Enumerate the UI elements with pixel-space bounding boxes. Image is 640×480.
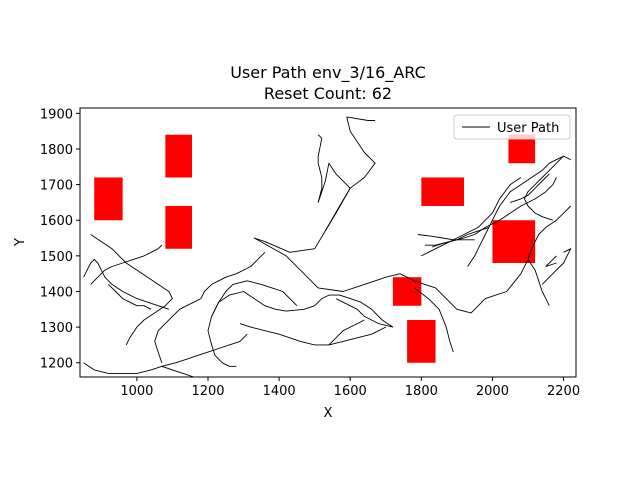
y-axis-label: Y (13, 238, 28, 247)
x-tick-label-1600: 1600 (334, 384, 367, 399)
user-path-segment-21 (161, 333, 248, 367)
user-path-segment-18 (239, 323, 387, 346)
x-tick-label-1200: 1200 (191, 384, 224, 399)
x-tick-label-1800: 1800 (405, 384, 438, 399)
user-path-segment-25 (90, 234, 173, 346)
obstacle-rect-3 (421, 177, 464, 206)
obstacle-rect-7 (407, 319, 436, 363)
user-path-segment-13 (431, 226, 490, 248)
user-path-segment-15 (207, 291, 394, 367)
user-path-segment-14 (413, 287, 454, 353)
user-path-segment-26 (90, 244, 163, 285)
user-path-segment-11 (421, 177, 522, 257)
user-path-segment-12 (417, 234, 475, 241)
user-path-segment-5 (467, 155, 571, 267)
user-path-segment-6 (523, 155, 564, 221)
user-path-segment-0 (253, 116, 401, 292)
user-path-segment-17 (211, 280, 298, 317)
x-axis-label: X (324, 406, 333, 421)
y-tick-label-1700: 1700 (40, 179, 73, 194)
chart-subtitle: Reset Count: 62 (264, 84, 392, 103)
obstacle-rect-2 (165, 205, 192, 249)
user-path-segment-27 (108, 284, 152, 310)
y-tick-label-1500: 1500 (40, 250, 73, 265)
y-axis-ticks: 1200 1300 1400 1500 1600 1700 1800 1900 (40, 107, 80, 372)
user-path-segment-1 (346, 116, 376, 121)
y-tick-label-1200: 1200 (40, 357, 73, 372)
user-path-segment-23 (83, 362, 162, 374)
legend: User Path (453, 114, 571, 140)
obstacles-layer (94, 134, 536, 363)
y-tick-label-1800: 1800 (40, 143, 73, 158)
user-path-segment-9 (541, 248, 572, 285)
x-tick-label-2000: 2000 (476, 384, 509, 399)
x-tick-label-2200: 2200 (547, 384, 580, 399)
obstacle-rect-1 (165, 134, 192, 178)
obstacle-rect-5 (492, 220, 536, 263)
user-path-segment-2 (317, 134, 351, 232)
user-path-segment-16 (335, 298, 394, 328)
x-tick-label-1000: 1000 (120, 384, 153, 399)
user-path-segment-19 (328, 319, 365, 346)
user-path-segment-7 (510, 173, 550, 203)
plot-frame (79, 107, 577, 378)
legend-label: User Path (497, 121, 559, 136)
obstacle-rect-0 (94, 177, 123, 221)
user-path-segment-24 (83, 258, 170, 310)
x-tick-label-1400: 1400 (263, 384, 296, 399)
user-path-segment-22 (154, 251, 266, 363)
chart-title: User Path env_3/16_ARC (230, 63, 426, 83)
user-path-segment-20 (161, 365, 194, 377)
user-path-layer (83, 116, 572, 377)
y-tick-label-1600: 1600 (40, 214, 73, 229)
y-tick-label-1300: 1300 (40, 321, 73, 336)
user-path-segment-8 (527, 259, 550, 306)
user-path-segment-3 (399, 205, 572, 314)
legend-box (453, 114, 571, 140)
y-tick-label-1900: 1900 (40, 107, 73, 122)
x-axis-ticks: 1000 1200 1400 1600 1800 2000 2200 (120, 377, 580, 399)
user-path-segment-10 (545, 255, 557, 267)
y-tick-label-1400: 1400 (40, 285, 73, 300)
